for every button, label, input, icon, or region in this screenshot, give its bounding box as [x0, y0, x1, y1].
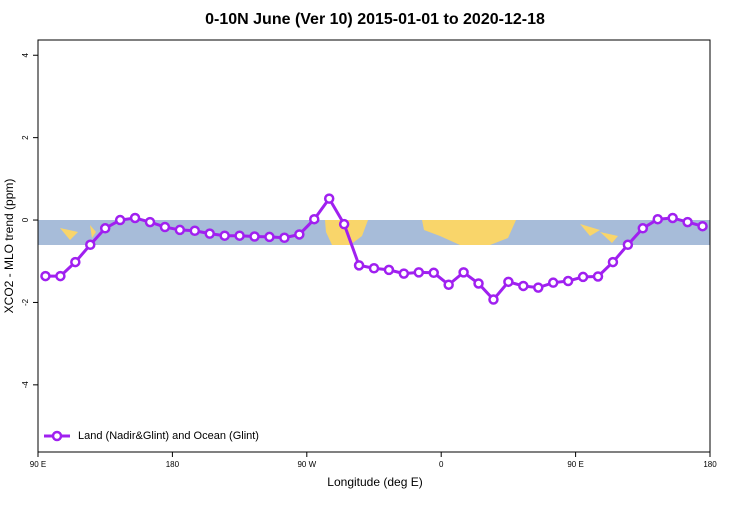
plot-frame: [37, 39, 711, 453]
data-point: [637, 223, 649, 234]
data-point: [413, 267, 425, 278]
data-point: [309, 213, 320, 225]
data-point: [368, 262, 380, 274]
data-line: [45, 195, 703, 302]
data-point: [174, 224, 186, 236]
data-point: [383, 264, 395, 276]
data-point: [562, 275, 574, 287]
legend-marker: [51, 430, 63, 442]
data-point: [279, 232, 290, 244]
data-point: [219, 230, 230, 241]
data-point: [518, 280, 529, 292]
data-point: [607, 256, 619, 268]
x-tick-label: 180: [703, 460, 717, 469]
x-tick-label: 180: [166, 460, 180, 469]
data-point: [503, 276, 514, 288]
data-point: [294, 229, 305, 240]
data-point: [622, 239, 634, 251]
data-point: [129, 212, 141, 224]
data-point: [85, 239, 96, 251]
data-point: [547, 277, 559, 288]
data-point: [323, 193, 335, 204]
y-tick-label: 0: [21, 217, 30, 222]
data-point: [533, 282, 544, 293]
x-axis-label: Longitude (deg E): [327, 475, 422, 489]
y-tick-label: 4: [21, 52, 30, 57]
map-band: [38, 220, 710, 245]
data-point: [682, 216, 693, 228]
data-point: [264, 231, 275, 243]
data-point: [114, 214, 126, 226]
data-point: [249, 231, 260, 242]
data-point: [55, 270, 66, 282]
data-point: [697, 220, 708, 232]
data-point: [189, 225, 201, 237]
data-point: [234, 230, 245, 241]
data-point: [577, 271, 589, 283]
legend-label: Land (Nadir&Glint) and Ocean (Glint): [78, 430, 259, 442]
data-point: [652, 213, 663, 225]
data-point: [473, 278, 484, 289]
data-point: [398, 268, 410, 279]
x-tick-label: 0: [439, 460, 444, 469]
data-point: [70, 256, 81, 268]
x-tick-label: 90 W: [297, 460, 316, 469]
data-point: [99, 223, 111, 234]
y-axis-label: XCO2 - MLO trend (ppm): [2, 179, 16, 314]
data-point: [144, 216, 156, 228]
legend: Land (Nadir&Glint) and Ocean (Glint): [44, 430, 259, 442]
chart-title: 0-10N June (Ver 10) 2015-01-01 to 2020-1…: [205, 11, 545, 28]
data-point: [353, 260, 365, 271]
data-point: [428, 267, 439, 279]
data-point: [159, 221, 171, 233]
data-point: [338, 218, 350, 230]
data-point: [667, 212, 678, 224]
y-tick-label: -2: [21, 298, 30, 306]
data-point: [40, 270, 51, 282]
y-tick-label: -4: [21, 381, 30, 389]
y-tick-label: 2: [21, 135, 30, 140]
x-tick-label: 90 E: [30, 460, 46, 469]
x-tick-label: 90 E: [567, 460, 583, 469]
data-point: [458, 267, 469, 278]
data-point: [488, 294, 499, 305]
data-point: [204, 228, 215, 239]
data-point: [592, 271, 604, 282]
data-point: [443, 279, 454, 290]
